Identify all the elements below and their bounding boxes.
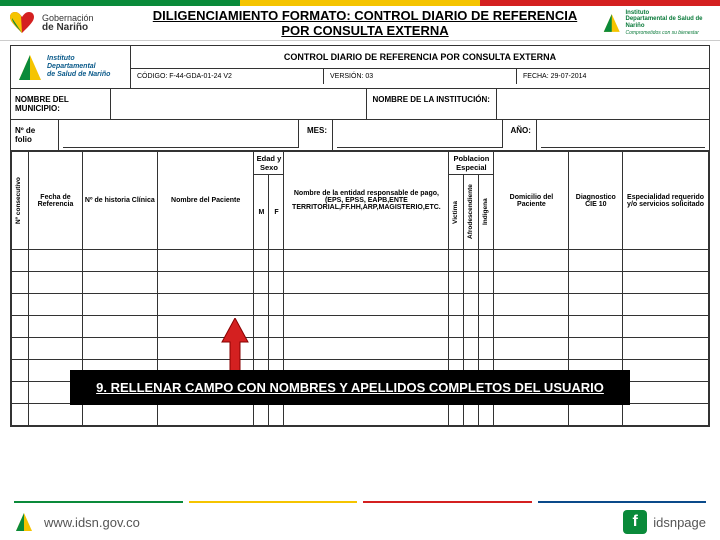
- form-row-2: Nº de folio MES: AÑO:: [11, 120, 709, 151]
- arrow-icon: [220, 318, 250, 378]
- gobernacion-text: Gobernación de Nariño: [42, 14, 94, 33]
- col-victima: Victima: [451, 177, 460, 247]
- form-logo: Instituto Departamental de Salud de Nari…: [11, 46, 131, 88]
- col-domicilio: Domicilio del Paciente: [494, 152, 569, 250]
- form-fecha: FECHA: 29-07-2014: [517, 69, 709, 84]
- table-row: [12, 316, 709, 338]
- form-row-1: NOMBRE DEL MUNICIPIO: NOMBRE DE LA INSTI…: [11, 89, 709, 120]
- page-header: Gobernación de Nariño DILIGENCIAMIENTO F…: [0, 6, 720, 41]
- col-cie: Diagnostico CIE 10: [569, 152, 623, 250]
- form-logo-icon: [17, 52, 43, 82]
- label-folio: Nº de folio: [11, 120, 59, 150]
- footer-url: www.idsn.gov.co: [44, 515, 613, 530]
- col-especialidad: Especialidad requerido y/o servicios sol…: [623, 152, 709, 250]
- form-title: CONTROL DIARIO DE REFERENCIA POR CONSULT…: [131, 46, 709, 69]
- input-municipio[interactable]: [111, 89, 367, 119]
- input-mes[interactable]: [337, 120, 503, 148]
- col-consecutivo: Nº consecutivo: [14, 166, 23, 236]
- label-mes: MES:: [303, 120, 333, 150]
- col-historia: Nº de historia Clínica: [82, 152, 157, 250]
- input-ano[interactable]: [541, 120, 706, 148]
- top-color-band: [0, 0, 720, 6]
- footer-facebook: f idsnpage: [623, 510, 706, 534]
- table-row: [12, 338, 709, 360]
- col-f: F: [269, 175, 284, 250]
- form-title-area: CONTROL DIARIO DE REFERENCIA POR CONSULT…: [131, 46, 709, 88]
- input-folio[interactable]: [63, 120, 299, 148]
- group-poblacion: Poblacion Especial: [449, 152, 494, 175]
- facebook-page: idsnpage: [653, 515, 706, 530]
- label-institucion: NOMBRE DE LA INSTITUCIÓN:: [367, 89, 497, 119]
- footer-bar: www.idsn.gov.co f idsnpage: [0, 506, 720, 540]
- table-row: [12, 294, 709, 316]
- gobernacion-logo: Gobernación de Nariño: [8, 11, 128, 35]
- gob-label-2: de Nariño: [42, 22, 88, 33]
- heart-icon: [8, 11, 36, 35]
- idsn-logo-right: Instituto Departamental de Salud de Nari…: [602, 10, 712, 36]
- group-edad-sexo: Edad y Sexo: [254, 152, 284, 175]
- table-row: [12, 404, 709, 426]
- col-afro: Afrodescendiente: [466, 177, 475, 247]
- col-fecha: Fecha de Referencia: [29, 152, 83, 250]
- footer-logo-icon: [14, 511, 34, 533]
- col-entidad: Nombre de la entidad responsable de pago…: [284, 152, 449, 250]
- page-footer: www.idsn.gov.co f idsnpage: [0, 501, 720, 540]
- form-logo-text: Instituto Departamental de Salud de Nari…: [47, 55, 110, 78]
- form-codigo: CÓDIGO: F-44-GDA-01-24 V2: [131, 69, 324, 84]
- label-municipio: NOMBRE DEL MUNICIPIO:: [11, 89, 111, 119]
- idsn-icon: [602, 11, 621, 35]
- form-header: Instituto Departamental de Salud de Nari…: [11, 46, 709, 89]
- col-nombre: Nombre del Paciente: [157, 152, 254, 250]
- col-m: M: [254, 175, 269, 250]
- form-meta: CÓDIGO: F-44-GDA-01-24 V2 VERSIÓN: 03 FE…: [131, 69, 709, 84]
- input-institucion[interactable]: [497, 89, 709, 119]
- table-row: [12, 250, 709, 272]
- col-indigena: Indigena: [481, 177, 490, 247]
- page-title: DILIGENCIAMIENTO FORMATO: CONTROL DIARIO…: [128, 8, 602, 38]
- facebook-icon: f: [623, 510, 647, 534]
- instruction-callout: 9. RELLENAR CAMPO CON NOMBRES Y APELLIDO…: [70, 370, 630, 405]
- group-header-row: Nº consecutivo Fecha de Referencia Nº de…: [12, 152, 709, 175]
- form-version: VERSIÓN: 03: [324, 69, 517, 84]
- table-row: [12, 272, 709, 294]
- label-ano: AÑO:: [507, 120, 537, 150]
- idsn-text: Instituto Departamental de Salud de Nari…: [625, 10, 712, 36]
